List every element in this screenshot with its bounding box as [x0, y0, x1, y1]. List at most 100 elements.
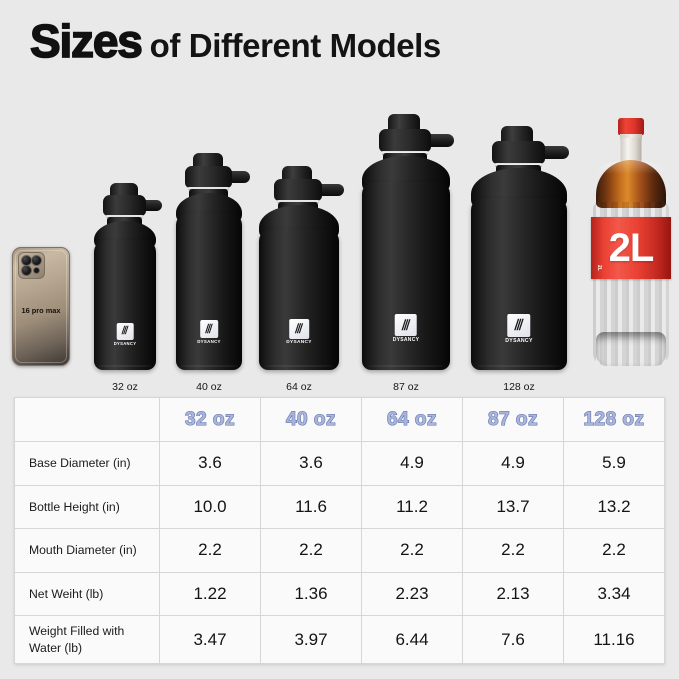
cell-value: 4.9 — [462, 441, 564, 486]
page-title-main: Sizes — [29, 14, 143, 68]
table-row: Bottle Height (in) 10.0 11.6 11.2 13.7 1… — [14, 484, 665, 529]
cell-value: 2.2 — [462, 528, 564, 573]
neck-ring-icon — [382, 151, 428, 155]
cell-value: 3.47 — [159, 615, 261, 664]
bottle-body — [362, 182, 450, 370]
bottle-32oz: ⫻ DYSANCY 32 oz — [94, 178, 162, 393]
cell-value: 13.7 — [462, 484, 564, 529]
table-row: Weight Filled with Water (lb) 3.47 3.97 … — [14, 615, 665, 664]
bottle-caption-128oz: 128 oz — [503, 381, 535, 393]
table-header-32oz: 32 oz — [159, 397, 261, 442]
cell-value: 5.9 — [563, 441, 665, 486]
cell-value: 10.0 — [159, 484, 261, 529]
brand-logo-text: DYSANCY — [197, 339, 221, 344]
cap-handle-icon — [137, 200, 162, 211]
table-header-64oz: 64 oz — [361, 397, 463, 442]
cell-value: 11.6 — [260, 484, 362, 529]
soda-side-mark: 2L — [596, 265, 602, 271]
bottle-64oz: ⫻ DYSANCY 64 oz — [259, 161, 344, 393]
cell-value: 3.97 — [260, 615, 362, 664]
brand-logo-mark: ⫻ — [395, 313, 417, 336]
cell-value: 11.16 — [563, 615, 665, 664]
soda-bottle-reference: 2L 2L — [591, 118, 671, 366]
smartphone-icon: 16 pro max — [12, 247, 70, 366]
bottle-caption-64oz: 64 oz — [286, 381, 312, 393]
bottle-cap-icon — [185, 166, 232, 188]
cell-value: 3.34 — [563, 571, 665, 616]
brand-logo: ⫻ DYSANCY — [286, 318, 312, 345]
camera-lens-icon — [20, 254, 32, 266]
bottle-128oz: ⫻ DYSANCY 128 oz — [471, 122, 569, 393]
brand-logo-mark: ⫻ — [199, 319, 218, 338]
brand-logo: ⫻ DYSANCY — [392, 313, 420, 343]
specifications-table: 32 oz 40 oz 64 oz 87 oz 128 oz Base Diam… — [14, 397, 665, 664]
row-label: Base Diameter (in) — [14, 441, 160, 486]
table-header-blank — [14, 397, 160, 442]
brand-logo-mark: ⫻ — [289, 318, 309, 339]
product-showcase: 16 pro max ⫻ DYSANCY 32 oz ⫻ DYSANCY 40 … — [0, 85, 679, 393]
table-row: Base Diameter (in) 3.6 3.6 4.9 4.9 5.9 — [14, 441, 665, 486]
table-header-87oz: 87 oz — [462, 397, 564, 442]
cell-value: 2.13 — [462, 571, 564, 616]
neck-ring-icon — [495, 163, 542, 167]
cell-value: 1.36 — [260, 571, 362, 616]
soda-label: 2L 2L — [591, 217, 671, 279]
camera-module-icon — [18, 252, 45, 279]
neck-ring-icon — [277, 200, 319, 203]
cell-value: 2.2 — [361, 528, 463, 573]
row-label: Net Weiht (lb) — [14, 571, 160, 616]
brand-logo-mark: ⫻ — [116, 322, 134, 340]
table-row: Mouth Diameter (in) 2.2 2.2 2.2 2.2 2.2 — [14, 528, 665, 573]
row-label: Weight Filled with Water (lb) — [14, 615, 160, 664]
bottle-40oz: ⫻ DYSANCY 40 oz — [176, 148, 250, 393]
bottle-caption-32oz: 32 oz — [112, 381, 138, 393]
bottle-caption-87oz: 87 oz — [393, 381, 419, 393]
cell-value: 2.2 — [159, 528, 261, 573]
neck-ring-icon — [106, 215, 143, 218]
table-header-128oz: 128 oz — [563, 397, 665, 442]
cell-value: 7.6 — [462, 615, 564, 664]
brand-logo: ⫻ DYSANCY — [113, 322, 137, 346]
brand-logo-text: DYSANCY — [286, 340, 312, 345]
camera-lens-icon — [31, 254, 42, 266]
row-label: Mouth Diameter (in) — [14, 528, 160, 573]
brand-logo: ⫻ DYSANCY — [197, 319, 221, 344]
brand-logo-text: DYSANCY — [113, 341, 137, 346]
bottle-cap-icon — [492, 141, 545, 164]
soda-cap-icon — [618, 118, 644, 135]
bottle-87oz: ⫻ DYSANCY 87 oz — [362, 110, 454, 393]
soda-shoulder — [596, 160, 666, 208]
brand-logo-text: DYSANCY — [392, 337, 420, 343]
bottle-body — [94, 240, 156, 370]
cell-value: 3.6 — [260, 441, 362, 486]
brand-logo: ⫻ DYSANCY — [505, 313, 533, 344]
bottle-cap-icon — [379, 129, 431, 152]
row-label: Bottle Height (in) — [14, 484, 160, 529]
cell-value: 3.6 — [159, 441, 261, 486]
table-header-40oz: 40 oz — [260, 397, 362, 442]
soda-volume-text: 2L — [608, 226, 655, 270]
bottle-body — [176, 213, 242, 370]
cell-value: 4.9 — [361, 441, 463, 486]
bottle-caption-40oz: 40 oz — [196, 381, 222, 393]
cell-value: 11.2 — [361, 484, 463, 529]
soda-neck — [620, 138, 642, 164]
cell-value: 2.23 — [361, 571, 463, 616]
bottle-cap-icon — [274, 179, 322, 201]
brand-logo-text: DYSANCY — [505, 338, 533, 344]
bottle-body — [259, 229, 339, 370]
cell-value: 2.2 — [260, 528, 362, 573]
page-title: Sizes of Different Models — [29, 14, 442, 68]
bottle-body — [471, 198, 567, 370]
cell-value: 1.22 — [159, 571, 261, 616]
page-title-sub: of Different Models — [149, 27, 442, 64]
soda-collar — [620, 134, 642, 139]
table-header-row: 32 oz 40 oz 64 oz 87 oz 128 oz — [14, 397, 665, 442]
cell-value: 6.44 — [361, 615, 463, 664]
flash-icon — [32, 266, 40, 274]
cell-value: 2.2 — [563, 528, 665, 573]
soda-base — [596, 332, 666, 366]
brand-logo-mark: ⫻ — [507, 313, 531, 337]
bottle-cap-icon — [103, 195, 146, 216]
table-row: Net Weiht (lb) 1.22 1.36 2.23 2.13 3.34 — [14, 571, 665, 616]
